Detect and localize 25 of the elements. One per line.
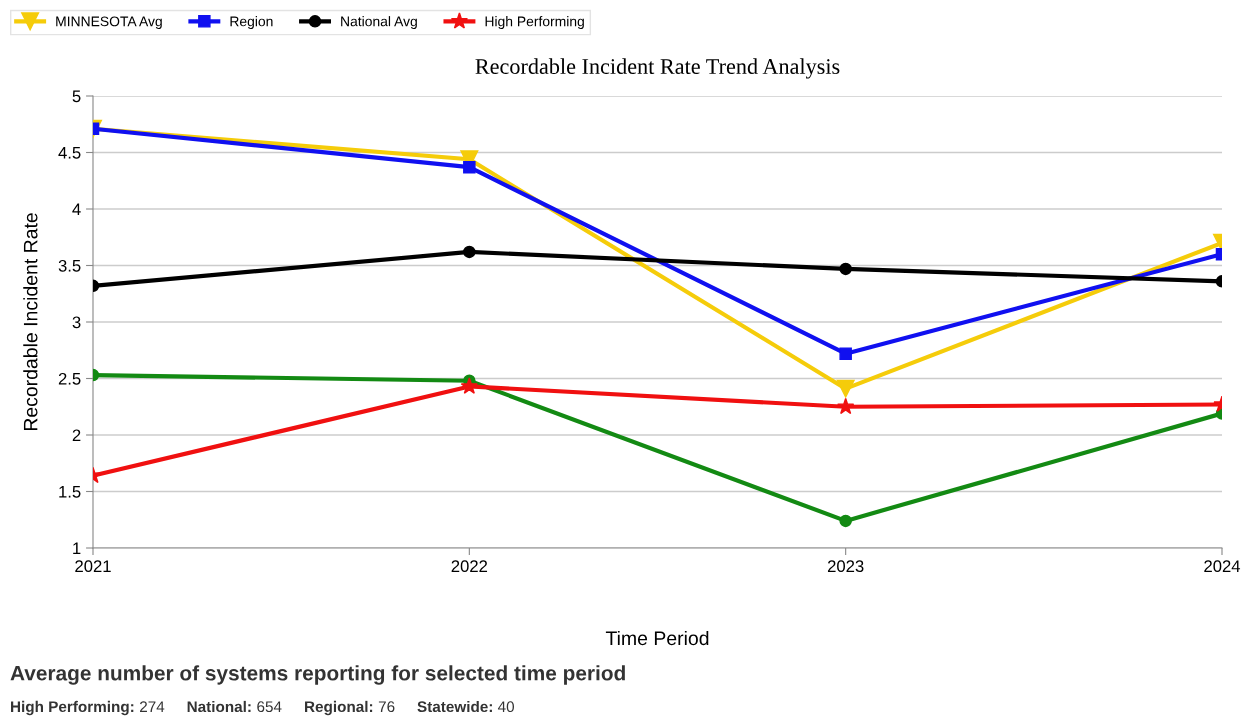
- legend-label: MINNESOTA Avg: [56, 16, 162, 30]
- text: Regional: 76: [305, 700, 395, 716]
- y-tick-label: 3: [72, 316, 81, 329]
- text: Statewide: 40: [417, 700, 515, 713]
- legend-label: Region: [230, 16, 273, 30]
- chart-title: Recordable Incident Rate Trend Analysis: [475, 58, 840, 79]
- y-axis-title: Recordable Incident Rate: [23, 213, 38, 431]
- y-tick-label: 3.5: [58, 259, 81, 272]
- x-tick-label: 2021: [75, 560, 111, 573]
- legend-label: National Avg: [341, 16, 417, 30]
- y-tick-label: 4.5: [58, 147, 81, 159]
- text: High Performing: 274: [11, 700, 165, 716]
- y-tick-label: 5: [72, 90, 81, 103]
- x-tick-label: 2022: [451, 560, 488, 573]
- text: National: 654: [187, 700, 282, 713]
- x-tick-label: 2024: [1204, 560, 1241, 573]
- text: Average number of systems reporting for selected time period: [10, 665, 625, 685]
- y-tick-label: 2.5: [58, 372, 81, 385]
- x-tick-label: 2023: [827, 560, 864, 573]
- y-tick-label: 4: [72, 203, 81, 216]
- y-tick-label: 2: [72, 429, 81, 442]
- x-axis-title: Time Period: [605, 630, 709, 646]
- y-tick-label: 1.5: [59, 486, 81, 498]
- y-tick-label: 1: [73, 542, 81, 555]
- legend-label: High Performing: [485, 16, 584, 30]
